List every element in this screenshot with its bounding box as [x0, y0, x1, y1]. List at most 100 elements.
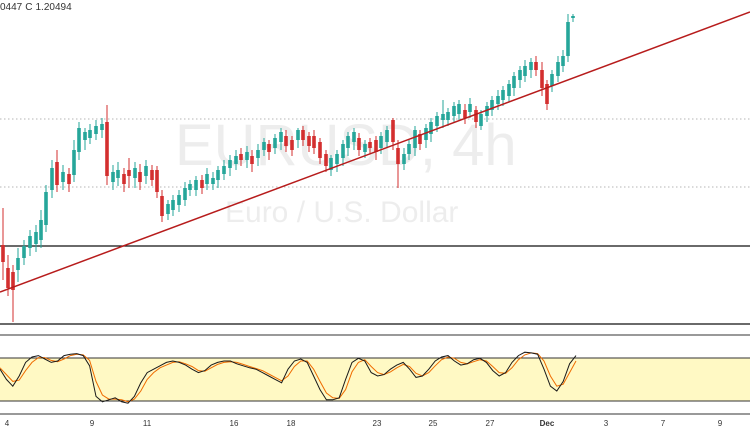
candle-body [211, 178, 215, 184]
candle [256, 144, 260, 166]
candle-body [357, 138, 361, 150]
time-tick-4: 4 [5, 419, 10, 428]
candle [100, 118, 104, 138]
candle-body [324, 154, 328, 166]
candle-body [111, 172, 115, 182]
time-tick-7: 7 [661, 419, 666, 428]
candle [307, 132, 311, 152]
candle-body [228, 160, 232, 168]
candle-body [385, 130, 389, 142]
candle-body [379, 136, 383, 148]
candle-body [571, 16, 575, 18]
candle [346, 132, 350, 156]
candle [523, 60, 527, 82]
candle-body [402, 154, 406, 164]
candle [94, 120, 98, 140]
trendline[interactable] [0, 11, 750, 293]
candle [407, 140, 411, 160]
candle [222, 160, 226, 180]
candle-body [556, 62, 560, 76]
candle-body [216, 170, 220, 180]
candle-body [561, 56, 565, 66]
candle-body [368, 142, 372, 148]
candle [171, 195, 175, 216]
candle-body [127, 170, 131, 176]
candle-body [545, 84, 549, 104]
time-tick-9: 9 [90, 419, 95, 428]
candle [550, 70, 554, 92]
candle [61, 165, 65, 190]
candle [561, 50, 565, 72]
candle [566, 14, 570, 62]
candle-body [363, 144, 367, 152]
candle [228, 155, 232, 176]
candle-body [501, 90, 505, 100]
candle-body [1, 245, 5, 262]
candle [83, 128, 87, 150]
candle [88, 124, 92, 144]
candle [571, 14, 575, 22]
candle [296, 128, 300, 148]
candle-body [239, 154, 243, 160]
candle [468, 98, 472, 118]
candle-body [413, 130, 417, 148]
candle-body [55, 162, 59, 185]
candle [34, 225, 38, 252]
candle-body [534, 62, 538, 70]
candle-body [507, 84, 511, 96]
candle-body [374, 140, 378, 152]
candle-body [138, 172, 142, 182]
time-tick-11: 11 [143, 419, 152, 428]
candle [234, 150, 238, 170]
candle-body [329, 158, 333, 170]
candle [144, 160, 148, 184]
time-tick-25: 25 [429, 419, 438, 428]
candle [50, 160, 54, 198]
candle-body [22, 246, 26, 258]
candle-body [105, 122, 109, 176]
ohlc-open-partial: 0447 [0, 2, 23, 13]
candle-body [424, 128, 428, 140]
candle [200, 175, 204, 194]
candle-body [407, 144, 411, 154]
candle [250, 150, 254, 172]
candle-body [262, 142, 266, 150]
candle [267, 140, 271, 160]
time-tick-3: 3 [604, 419, 609, 428]
candle-body [523, 66, 527, 76]
candle-body [188, 184, 192, 190]
watermark-description: Euro / U.S. Dollar [225, 196, 458, 229]
candle [262, 138, 266, 156]
candle [357, 133, 361, 156]
stochastic-oscillator-pane[interactable] [0, 334, 750, 404]
candle-body [88, 130, 92, 138]
candle-body [485, 106, 489, 116]
candle [166, 200, 170, 220]
candle [418, 130, 422, 150]
candle-body [234, 156, 238, 164]
candle-body [341, 144, 345, 158]
candle [211, 172, 215, 190]
candle [127, 158, 131, 188]
candle-body [250, 156, 254, 164]
candle-body [150, 170, 154, 180]
candle [329, 155, 333, 176]
candle-body [301, 130, 305, 140]
candle-body [116, 170, 120, 178]
candle-body [318, 142, 322, 158]
candle [463, 104, 467, 124]
candle-body [312, 136, 316, 148]
time-tick-dec: Dec [540, 419, 555, 428]
candle-body [155, 170, 159, 192]
candle-body [44, 192, 48, 225]
candle-body [463, 110, 467, 118]
time-axis: 4 9 11 16 18 23 25 27 Dec 3 7 9 [0, 413, 750, 428]
candle [479, 110, 483, 130]
candle-body [256, 150, 260, 158]
time-tick-27: 27 [486, 419, 495, 428]
candle-body [273, 138, 277, 148]
watermark-symbol: EURUSD, 4h [175, 113, 517, 178]
candle-body [83, 132, 87, 140]
